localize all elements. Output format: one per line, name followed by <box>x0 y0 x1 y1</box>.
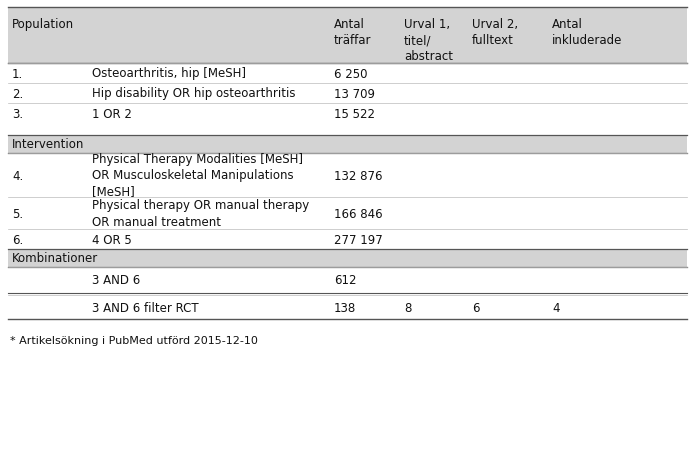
Text: 4: 4 <box>552 301 559 314</box>
Text: 1 OR 2: 1 OR 2 <box>92 107 132 120</box>
Bar <box>8 64 687 84</box>
Bar <box>8 84 687 104</box>
Text: 1.: 1. <box>12 67 23 81</box>
Bar <box>8 229 687 249</box>
Text: 3 AND 6 filter RCT: 3 AND 6 filter RCT <box>92 301 199 314</box>
Text: 6.: 6. <box>12 233 23 246</box>
Bar <box>8 136 687 154</box>
Bar <box>8 104 687 124</box>
Text: Urval 2,
fulltext: Urval 2, fulltext <box>472 18 518 47</box>
Text: 8: 8 <box>404 301 411 314</box>
Text: 13 709: 13 709 <box>334 87 375 100</box>
Text: Hip disability OR hip osteoarthritis: Hip disability OR hip osteoarthritis <box>92 87 295 100</box>
Bar <box>8 124 687 136</box>
Text: Kombinationer: Kombinationer <box>12 252 98 265</box>
Bar <box>8 197 687 229</box>
Text: 4 OR 5: 4 OR 5 <box>92 233 132 246</box>
Text: 5.: 5. <box>12 207 23 220</box>
Text: 6 250: 6 250 <box>334 67 368 81</box>
Bar <box>8 268 687 293</box>
Text: 132 876: 132 876 <box>334 169 382 182</box>
Text: Antal
inkluderade: Antal inkluderade <box>552 18 623 47</box>
Text: Antal
träffar: Antal träffar <box>334 18 372 47</box>
Text: Intervention: Intervention <box>12 138 84 151</box>
Text: Osteoarthritis, hip [MeSH]: Osteoarthritis, hip [MeSH] <box>92 67 246 81</box>
Text: 138: 138 <box>334 301 357 314</box>
Text: Physical Therapy Modalities [MeSH]
OR Musculoskeletal Manipulations
[MeSH]: Physical Therapy Modalities [MeSH] OR Mu… <box>92 153 303 198</box>
Bar <box>8 8 687 64</box>
Text: Urval 1,
titel/
abstract: Urval 1, titel/ abstract <box>404 18 453 63</box>
Text: 6: 6 <box>472 301 480 314</box>
Text: 3 AND 6: 3 AND 6 <box>92 274 140 287</box>
Text: 3.: 3. <box>12 107 23 120</box>
Text: 4.: 4. <box>12 169 23 182</box>
Text: 612: 612 <box>334 274 357 287</box>
Bar <box>8 249 687 268</box>
Text: 15 522: 15 522 <box>334 107 375 120</box>
Text: 2.: 2. <box>12 87 23 100</box>
Bar <box>8 154 687 197</box>
Text: Population: Population <box>12 18 74 31</box>
Text: Physical therapy OR manual therapy
OR manual treatment: Physical therapy OR manual therapy OR ma… <box>92 199 309 228</box>
Text: 166 846: 166 846 <box>334 207 383 220</box>
Bar <box>8 295 687 319</box>
Bar <box>8 293 687 295</box>
Text: 277 197: 277 197 <box>334 233 383 246</box>
Text: * Artikelsökning i PubMed utförd 2015-12-10: * Artikelsökning i PubMed utförd 2015-12… <box>10 335 258 345</box>
